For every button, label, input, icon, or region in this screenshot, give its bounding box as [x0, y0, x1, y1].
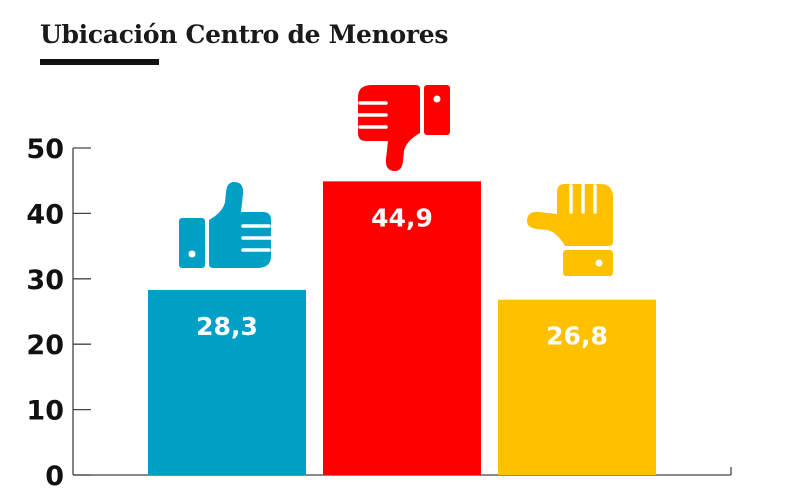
icons: [179, 85, 613, 276]
value-label-3: 26,8: [546, 322, 608, 351]
bars: [148, 181, 656, 475]
bar-3: [498, 299, 656, 475]
bar-1: [148, 289, 306, 475]
title-underline: [40, 59, 159, 65]
thumbs-sideways-icon: [527, 182, 613, 276]
chart-title: Ubicación Centro de Menores: [40, 20, 449, 49]
y-tick-label-20: 20: [26, 330, 64, 361]
y-tick-label-50: 50: [26, 134, 64, 165]
y-tick-label-40: 40: [26, 199, 64, 230]
bar-2: [323, 181, 481, 475]
value-label-2: 44,9: [371, 203, 433, 232]
value-label-1: 28,3: [196, 312, 258, 341]
thumbs-down-icon: [356, 85, 450, 171]
y-tick-label-30: 30: [26, 265, 64, 296]
value-labels: 28,3 44,9 26,8: [196, 203, 608, 350]
y-tick-label-10: 10: [26, 396, 64, 427]
thumbs-up-icon: [179, 182, 273, 268]
y-tick-label-0: 0: [45, 461, 64, 492]
